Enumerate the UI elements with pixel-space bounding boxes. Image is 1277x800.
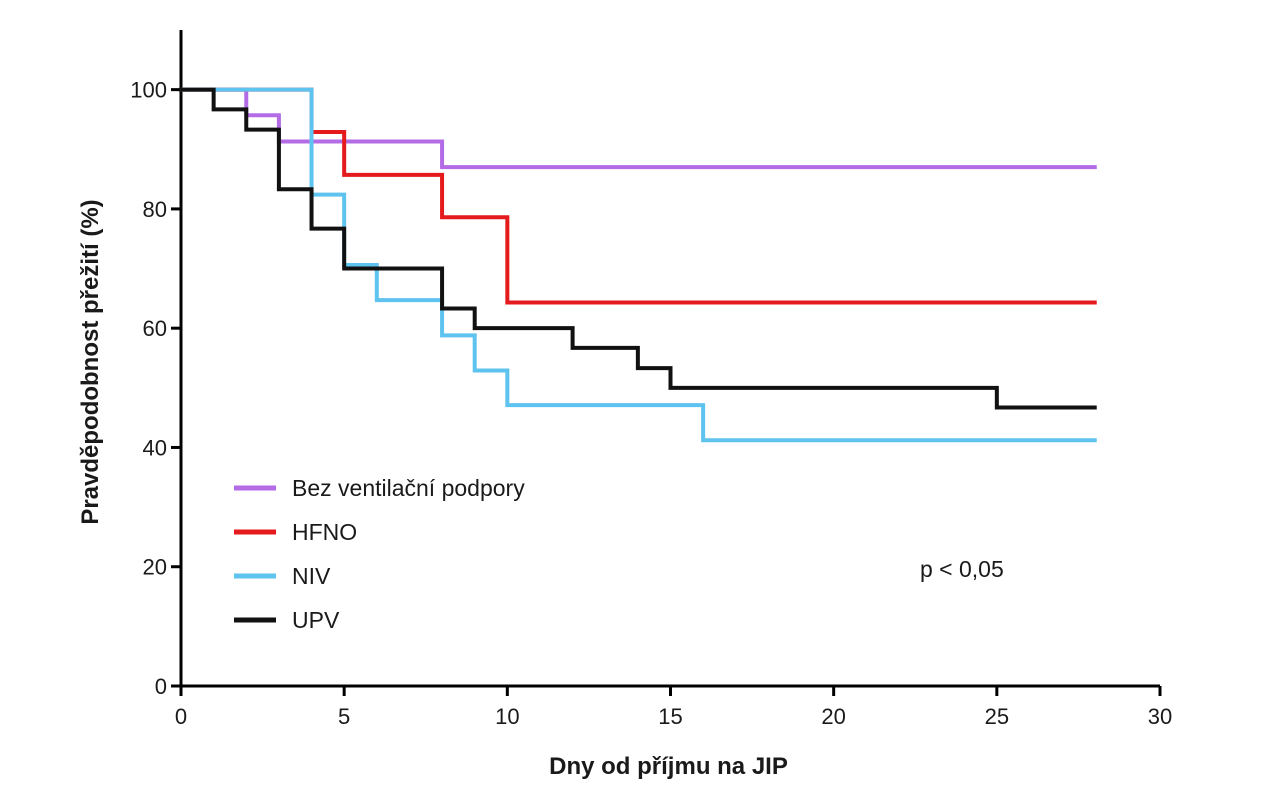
y-tick-label: 80: [143, 197, 167, 222]
y-tick-label: 20: [143, 555, 167, 580]
x-tick-label: 15: [658, 704, 682, 729]
series-layer: [179, 87, 1097, 443]
y-axis-title: Pravděpodobnost přežití (%): [77, 199, 104, 524]
series-line-4: [179, 87, 1097, 410]
legend-label: Bez ventilační podpory: [292, 475, 525, 501]
y-tick-label: 60: [143, 316, 167, 341]
x-tick-label: 20: [821, 704, 845, 729]
legend-label: UPV: [292, 607, 340, 633]
legend: Bez ventilační podpory HFNO NIV UPV: [234, 475, 525, 633]
x-tick-label: 5: [338, 704, 350, 729]
p-value-annotation: p < 0,05: [920, 556, 1004, 582]
y-tick-label: 100: [130, 78, 167, 103]
y-tick-label: 40: [143, 435, 167, 460]
y-tick-label: 0: [155, 674, 167, 699]
series-line-1: [179, 87, 1097, 170]
x-tick-label: 10: [495, 704, 519, 729]
legend-label: NIV: [292, 563, 331, 589]
x-axis-title: Dny od příjmu na JIP: [549, 753, 788, 780]
legend-label: HFNO: [292, 519, 357, 545]
x-tick-label: 30: [1148, 704, 1172, 729]
ticks: 0 5 10 15 20 25 30 0 20 40 60 80 100: [130, 78, 1172, 729]
series-line-3: [179, 87, 1097, 443]
x-tick-label: 25: [985, 704, 1009, 729]
x-tick-label: 0: [175, 704, 187, 729]
